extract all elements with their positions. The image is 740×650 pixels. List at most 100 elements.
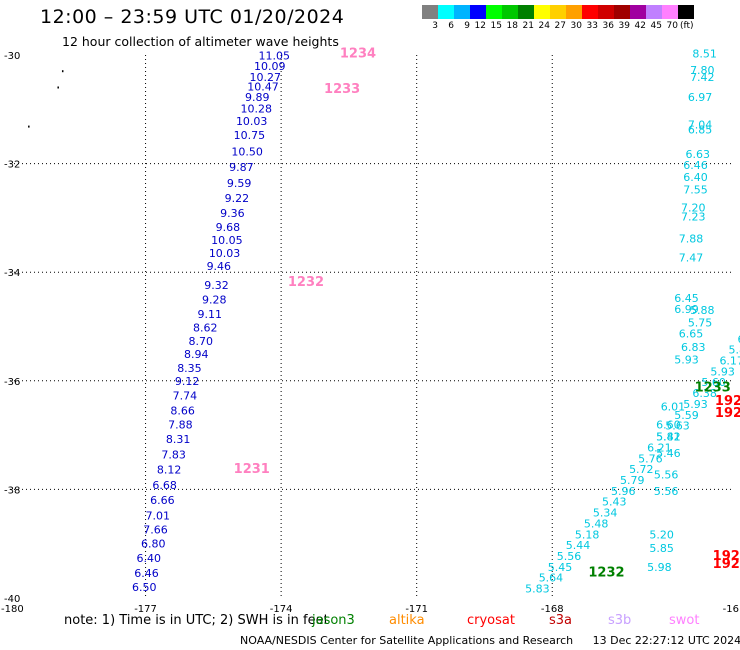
swh-value-label: 5.60 bbox=[701, 376, 726, 389]
color-scale-swatch bbox=[438, 5, 454, 19]
swh-value-label: 10.03 bbox=[236, 115, 268, 128]
stray-point bbox=[57, 86, 59, 89]
swh-value-label: 6.40 bbox=[683, 171, 708, 184]
legend-item-s3a: s3a bbox=[549, 613, 573, 628]
color-scale-tick: 18 bbox=[506, 21, 518, 31]
swh-value-label: 5.72 bbox=[629, 463, 654, 476]
swh-value-label: 10.03 bbox=[209, 247, 241, 260]
swh-value-label: 5.59 bbox=[674, 409, 699, 422]
swh-value-label: 6.45 bbox=[674, 292, 699, 305]
swh-value-label: 6.01 bbox=[661, 401, 686, 414]
swh-value-label: 7.23 bbox=[681, 211, 706, 224]
color-scale-swatch bbox=[470, 5, 486, 19]
swh-value-label: 5.20 bbox=[649, 528, 674, 541]
legend-item-swot: swot bbox=[669, 613, 700, 628]
swh-value-label: 9.12 bbox=[175, 375, 200, 388]
pass-id-label: 1232 bbox=[588, 565, 624, 580]
swh-value-label: 6.66 bbox=[150, 494, 175, 507]
swh-value-label: 5.56 bbox=[557, 550, 582, 563]
swh-value-label: 5.82 bbox=[656, 431, 681, 444]
swh-value-label: 6.17 bbox=[719, 355, 740, 368]
grid-lines bbox=[10, 55, 733, 598]
swh-value-label: 8.70 bbox=[188, 335, 213, 348]
pass-id-label: 1234 bbox=[340, 47, 376, 62]
color-scale-tick: 33 bbox=[586, 21, 598, 31]
swh-value-label: 5.79 bbox=[620, 474, 645, 487]
swh-value-label: 9.28 bbox=[202, 294, 227, 307]
swh-value-label: 9.89 bbox=[245, 91, 270, 104]
swh-value-label: 5.93 bbox=[683, 398, 708, 411]
color-scale-swatch bbox=[598, 5, 614, 19]
footer-timestamp: 13 Dec 22:27:12 UTC 2024 bbox=[592, 634, 740, 647]
swh-value-label: 7.55 bbox=[683, 183, 708, 196]
swh-value-label: 7.47 bbox=[679, 251, 704, 264]
footer-agency: NOAA/NESDIS Center for Satellite Applica… bbox=[240, 634, 574, 647]
swh-value-label: 5.63 bbox=[665, 420, 690, 433]
swh-value-label: 10.75 bbox=[234, 129, 266, 142]
chart-title: 12:00 – 23:59 UTC 01/20/2024 bbox=[40, 6, 345, 28]
swh-value-label: 6.46 bbox=[683, 159, 708, 172]
swh-value-label: 7.80 bbox=[690, 64, 715, 77]
swh-value-label: 9.46 bbox=[207, 260, 232, 273]
swh-value-label: 7.88 bbox=[168, 419, 193, 432]
y-tick-label: -36 bbox=[4, 377, 20, 388]
swh-value-label: 9.36 bbox=[220, 207, 245, 220]
data-labels: 11.0510.0910.2710.479.8910.2810.0310.751… bbox=[28, 47, 740, 596]
pass-id-label: 1232 bbox=[288, 275, 324, 290]
swh-value-label: 5.45 bbox=[548, 561, 573, 574]
swh-value-label: 10.09 bbox=[254, 60, 286, 73]
color-scale-tick: 6 bbox=[448, 21, 454, 31]
swh-value-label: 8.31 bbox=[166, 433, 191, 446]
x-tick-label: -177 bbox=[134, 604, 157, 615]
swh-value-label: 7.01 bbox=[146, 509, 171, 522]
swh-value-label: 6.83 bbox=[681, 341, 706, 354]
pass-id-label: 1233 bbox=[695, 381, 731, 396]
color-scale-unit: (ft) bbox=[680, 21, 694, 31]
swh-value-label: 6.50 bbox=[132, 581, 157, 594]
color-scale-tick: 24 bbox=[538, 21, 550, 31]
footer: NOAA/NESDIS Center for Satellite Applica… bbox=[240, 634, 740, 647]
swh-value-label: 5.93 bbox=[710, 365, 735, 378]
swh-value-label: 6.65 bbox=[679, 327, 704, 340]
swh-value-label: 6.42 bbox=[738, 333, 740, 346]
swh-value-label: 5.43 bbox=[602, 496, 627, 509]
y-tick-label: -32 bbox=[4, 160, 20, 171]
swh-value-label: 10.27 bbox=[249, 71, 281, 84]
swh-value-label: 6.38 bbox=[692, 387, 717, 400]
swh-value-label: 7.88 bbox=[679, 232, 704, 245]
color-scale-bar bbox=[422, 5, 694, 19]
swh-value-label: 5.34 bbox=[593, 507, 618, 520]
axes: -30 -32 -34 -36 -38 -40-180 -177 -174 -171 -168 -1… bbox=[1, 51, 739, 615]
swh-value-label: 8.94 bbox=[184, 348, 209, 361]
color-scale-swatch bbox=[614, 5, 630, 19]
color-scale-labels: 3 6 9 12 15 18 21 24 27 30 33 36 39 42 45 70 (ft) bbox=[422, 21, 694, 31]
y-tick-label: -38 bbox=[4, 485, 20, 496]
swh-value-label: 7.66 bbox=[143, 523, 168, 536]
x-tick-label: -16 bbox=[723, 604, 739, 615]
swh-value-label: 10.28 bbox=[240, 103, 271, 116]
swh-value-label: 8.66 bbox=[170, 404, 195, 417]
pass-id-label: 1233 bbox=[324, 82, 360, 97]
color-scale-swatch bbox=[662, 5, 678, 19]
swh-value-label: 5.88 bbox=[690, 304, 715, 317]
swh-value-label: 5.76 bbox=[638, 452, 663, 465]
swh-value-label: 6.68 bbox=[152, 479, 177, 492]
x-tick-label: -174 bbox=[270, 604, 293, 615]
swh-value-label: 6.46 bbox=[134, 567, 159, 580]
x-tick-label: -180 bbox=[1, 604, 24, 615]
swh-value-label: 7.20 bbox=[681, 201, 706, 214]
color-scale-tick: 42 bbox=[634, 21, 646, 31]
swh-value-label: 5.64 bbox=[539, 572, 564, 585]
color-scale-tick: 45 bbox=[650, 21, 662, 31]
color-scale-tick: 39 bbox=[618, 21, 630, 31]
swh-value-label: 6.40 bbox=[137, 552, 162, 565]
swh-value-label: 9.87 bbox=[229, 161, 254, 174]
swh-value-label: 5.93 bbox=[674, 353, 699, 366]
swh-value-label: 5.41 bbox=[656, 431, 681, 444]
color-scale-swatch bbox=[502, 5, 518, 19]
x-tick-label: -171 bbox=[405, 604, 428, 615]
